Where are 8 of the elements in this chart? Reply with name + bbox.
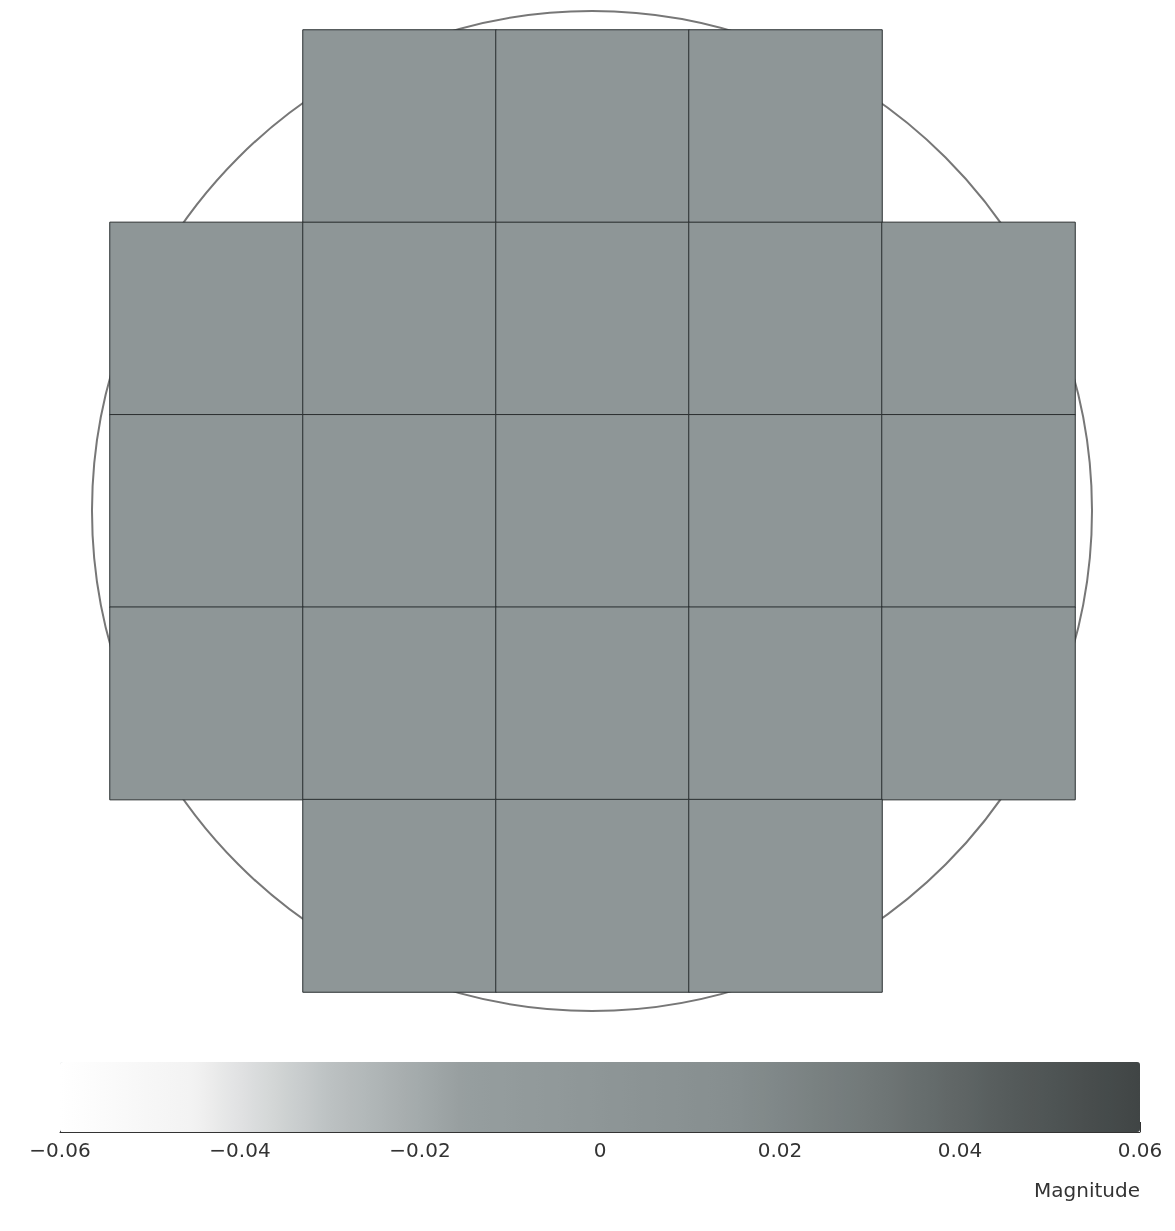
color-bar-label: 0 bbox=[593, 1138, 607, 1162]
color-bar-label: 0.06 bbox=[1117, 1138, 1163, 1162]
color-bar-label: −0.06 bbox=[29, 1138, 91, 1162]
color-bar-label: −0.02 bbox=[389, 1138, 451, 1162]
color-bar-label: 0.02 bbox=[757, 1138, 803, 1162]
color-bar-title: Magnitude bbox=[1034, 1178, 1140, 1202]
color-bar-label: −0.04 bbox=[209, 1138, 271, 1162]
color-bar-label: 0.04 bbox=[937, 1138, 983, 1162]
